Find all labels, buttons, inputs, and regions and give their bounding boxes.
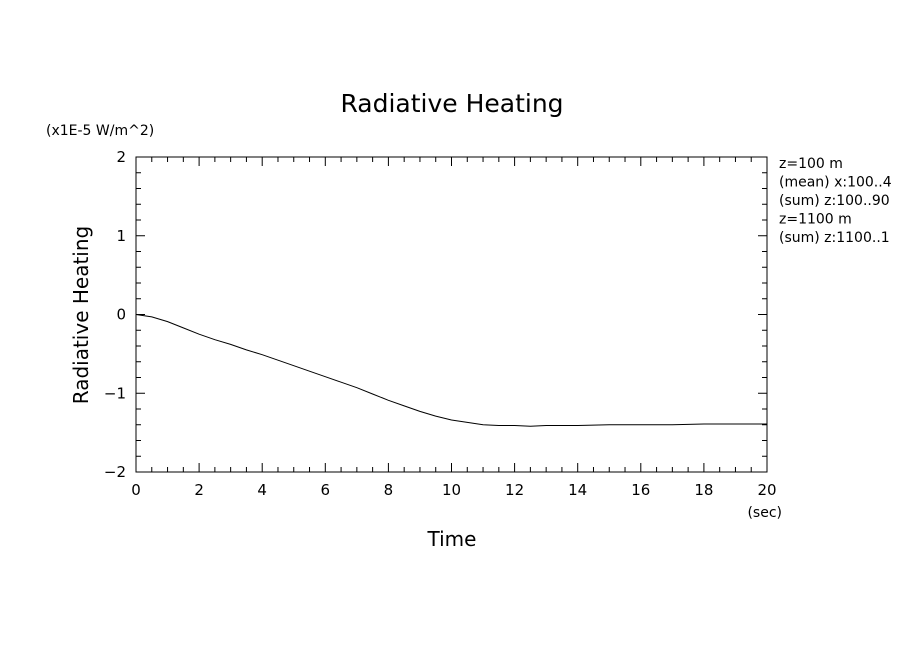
y-tick-label: 0 (116, 306, 126, 324)
x-tick-label: 18 (694, 481, 713, 499)
legend-entry: (sum) z:1100..1 (779, 230, 890, 246)
x-tick-label: 16 (631, 481, 650, 499)
chart-title: Radiative Heating (340, 89, 563, 118)
x-tick-label: 14 (568, 481, 587, 499)
x-tick-label: 4 (257, 481, 267, 499)
legend-entry: z=1100 m (779, 212, 852, 228)
y-tick-label: −1 (104, 384, 126, 402)
x-tick-label: 8 (384, 481, 394, 499)
x-tick-label: 20 (757, 481, 776, 499)
y-tick-label: −2 (104, 463, 126, 481)
axis-ticks (135, 156, 768, 473)
x-tick-label: 6 (321, 481, 331, 499)
legend-entry: z=100 m (779, 156, 843, 172)
y-tick-label: 1 (116, 227, 126, 245)
legend-entry: (sum) z:100..90 (779, 193, 890, 209)
series-line-0 (135, 314, 767, 427)
y-tick-label: 2 (116, 148, 126, 166)
x-axis-label: Time (427, 527, 477, 551)
y-axis-unit: (x1E-5 W/m^2) (46, 123, 154, 139)
x-tick-label: 10 (442, 481, 461, 499)
legend-entry: (mean) x:100..4 (779, 175, 892, 191)
x-tick-label: 12 (505, 481, 524, 499)
legend: z=100 m (mean) x:100..4 (sum) z:100..90 z=1… (779, 156, 892, 246)
series-lines (135, 314, 767, 427)
x-tick-label: 2 (194, 481, 204, 499)
y-axis-label: Radiative Heating (69, 226, 93, 405)
x-axis-unit: (sec) (747, 505, 782, 521)
x-tick-label: 0 (131, 481, 141, 499)
